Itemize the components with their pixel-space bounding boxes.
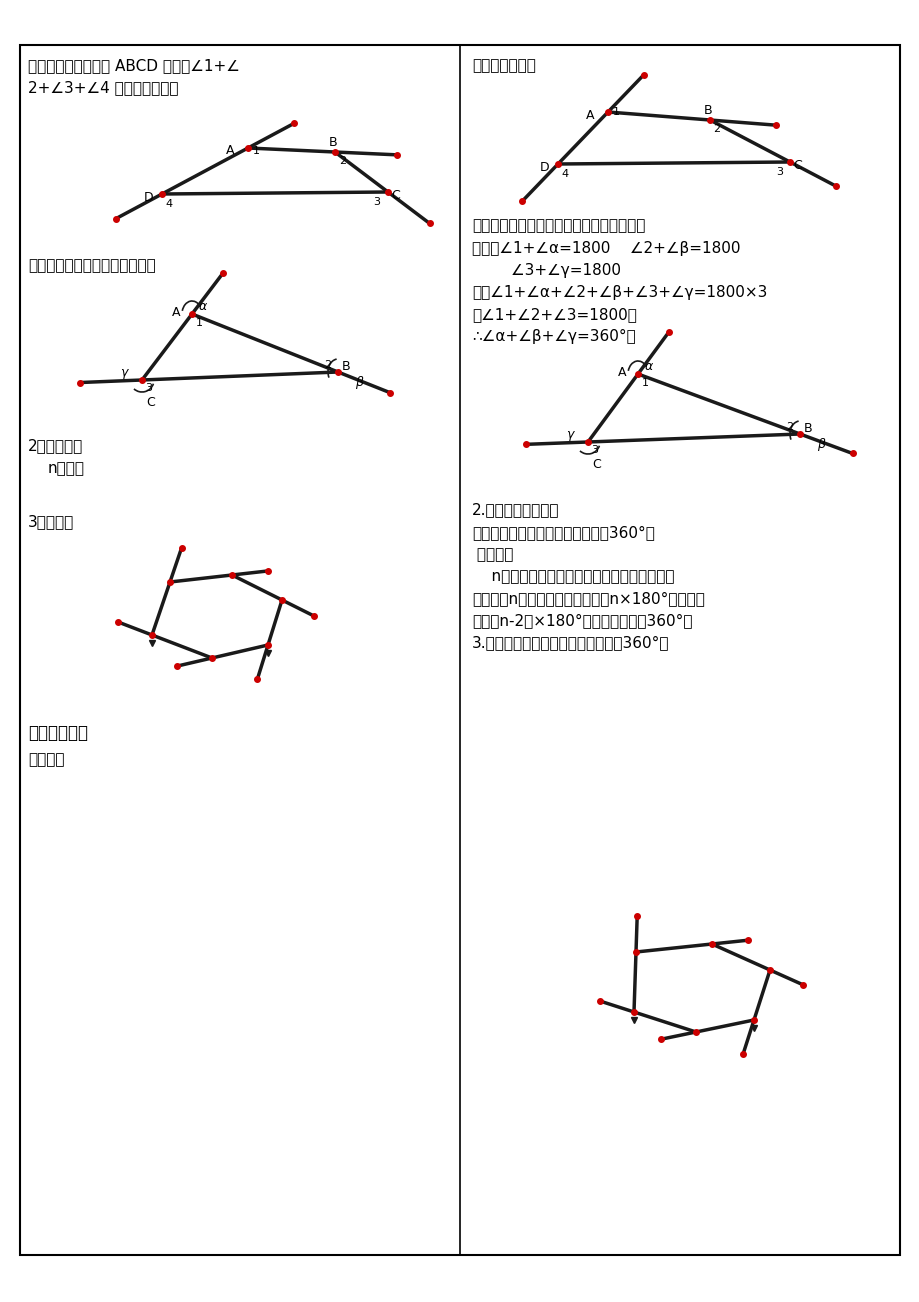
Text: 2.同样，类似地有：: 2.同样，类似地有： bbox=[471, 503, 559, 517]
Text: γ: γ bbox=[119, 366, 127, 379]
Text: C: C bbox=[146, 396, 155, 409]
Text: 1: 1 bbox=[641, 378, 648, 388]
Text: 3: 3 bbox=[590, 445, 597, 454]
Text: n边形中，每个内角与相邻的外角都是互补关: n边形中，每个内角与相邻的外角都是互补关 bbox=[471, 569, 674, 585]
Text: C: C bbox=[391, 189, 400, 202]
Text: α: α bbox=[199, 299, 207, 312]
Text: C: C bbox=[592, 458, 601, 471]
Text: 1: 1 bbox=[253, 146, 260, 156]
Text: A: A bbox=[226, 143, 234, 156]
Text: n边形：: n边形： bbox=[48, 461, 85, 477]
Text: ∠3+∠γ=1800: ∠3+∠γ=1800 bbox=[471, 263, 620, 279]
Text: 3: 3 bbox=[775, 167, 782, 177]
Text: β: β bbox=[816, 437, 824, 450]
Text: γ: γ bbox=[565, 428, 573, 441]
Text: A: A bbox=[585, 109, 594, 122]
Text: 2: 2 bbox=[338, 156, 346, 165]
Text: 3: 3 bbox=[372, 197, 380, 207]
Text: 引申为：: 引申为： bbox=[471, 547, 513, 562]
Text: A: A bbox=[172, 306, 180, 319]
Text: 三角形的外角和的另一种算法：: 三角形的外角和的另一种算法： bbox=[28, 258, 155, 273]
Text: 3: 3 bbox=[145, 383, 152, 393]
Text: 2、引申为：: 2、引申为： bbox=[28, 437, 83, 453]
Text: 的和是多少呢？: 的和是多少呢？ bbox=[471, 59, 535, 73]
Text: 3、结论：: 3、结论： bbox=[28, 514, 74, 529]
Text: B: B bbox=[803, 422, 811, 435]
Text: C: C bbox=[792, 159, 800, 172]
Text: 1: 1 bbox=[612, 107, 619, 117]
Text: 4: 4 bbox=[165, 199, 172, 210]
Text: 4: 4 bbox=[561, 169, 568, 178]
Text: 四、例题讲解: 四、例题讲解 bbox=[28, 724, 88, 742]
Text: 2: 2 bbox=[712, 124, 720, 134]
Text: 1: 1 bbox=[196, 318, 203, 328]
Text: 解答题：: 解答题： bbox=[28, 753, 64, 767]
Text: 又∠1+∠2+∠3=1800，: 又∠1+∠2+∠3=1800， bbox=[471, 307, 636, 322]
Text: α: α bbox=[644, 359, 652, 372]
Text: B: B bbox=[703, 104, 712, 117]
Text: β: β bbox=[355, 376, 363, 389]
Text: B: B bbox=[342, 359, 350, 372]
Text: B: B bbox=[329, 135, 337, 148]
Text: D: D bbox=[539, 161, 549, 174]
Text: ∴∠α+∠β+∠γ=360°．: ∴∠α+∠β+∠γ=360°． bbox=[471, 329, 635, 344]
Text: 不妨来看看三角形的外角和的另一种算法：: 不妨来看看三角形的外角和的另一种算法： bbox=[471, 217, 644, 233]
Text: 和为（n-2）×180°，那么外角和为360°．: 和为（n-2）×180°，那么外角和为360°． bbox=[471, 613, 692, 628]
Text: 于是∠1+∠α+∠2+∠β+∠3+∠γ=1800×3: 于是∠1+∠α+∠2+∠β+∠3+∠γ=1800×3 bbox=[471, 285, 766, 299]
Text: 系，共有n组，于是内外角总和为n×180°，其内角: 系，共有n组，于是内外角总和为n×180°，其内角 bbox=[471, 591, 704, 605]
Text: 3.得出结论：任意多边形的外角和为360°．: 3.得出结论：任意多边形的外角和为360°． bbox=[471, 635, 669, 650]
Text: 2: 2 bbox=[785, 422, 792, 432]
Text: D: D bbox=[144, 191, 153, 204]
Text: 2: 2 bbox=[323, 359, 331, 370]
Text: 2+∠3+∠4 的和是多少呢？: 2+∠3+∠4 的和是多少呢？ bbox=[28, 79, 178, 95]
Text: 那么谁来说说四边形 ABCD 的外角∠1+∠: 那么谁来说说四边形 ABCD 的外角∠1+∠ bbox=[28, 59, 240, 73]
Text: 学生板演，得出四边形的外角和为360°．: 学生板演，得出四边形的外角和为360°． bbox=[471, 525, 654, 540]
Text: 如图：∠1+∠α=1800    ∠2+∠β=1800: 如图：∠1+∠α=1800 ∠2+∠β=1800 bbox=[471, 241, 740, 256]
Text: A: A bbox=[618, 366, 626, 379]
